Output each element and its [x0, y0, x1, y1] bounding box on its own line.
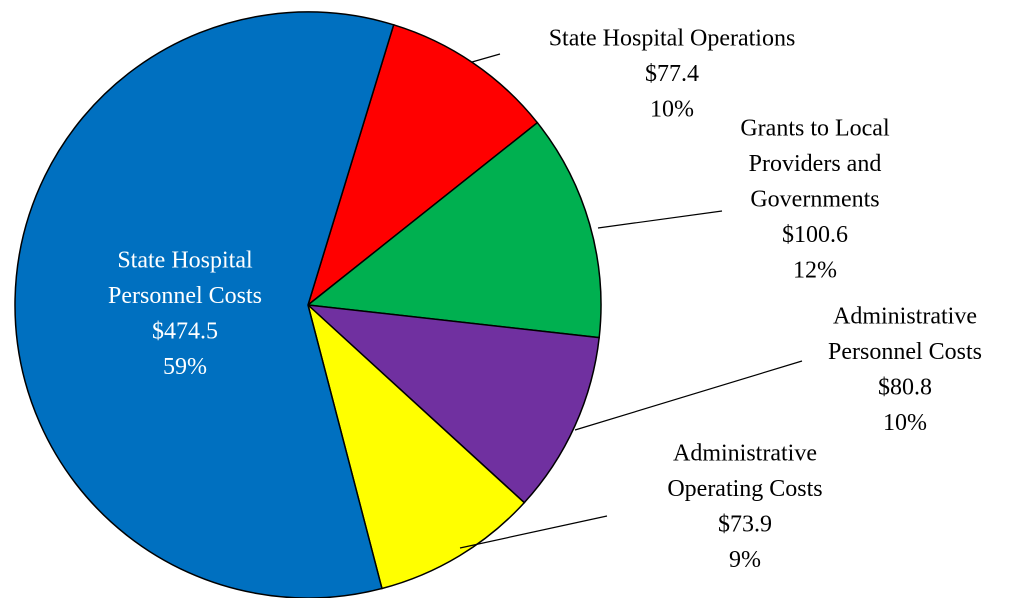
- pie-slice: [305, 303, 601, 504]
- label-name: Personnel Costs: [828, 339, 982, 365]
- pie-slice: [306, 121, 602, 339]
- label-name: State Hospital: [117, 248, 253, 274]
- leader-line: [459, 515, 608, 549]
- label-name: Providers and: [749, 151, 882, 177]
- value-label: $100.6: [782, 222, 848, 248]
- percent-label: 10%: [883, 410, 927, 436]
- slice-label: State Hospital Operations $77.4 10%: [549, 26, 796, 123]
- pie-slice: [306, 302, 526, 590]
- value-label: $474.5: [152, 319, 218, 345]
- label-name: State Hospital Operations: [549, 26, 796, 52]
- pie-slice: [14, 11, 395, 598]
- label-name: Grants to Local: [740, 116, 890, 142]
- value-label: $77.4: [645, 61, 699, 87]
- percent-label: 12%: [793, 258, 837, 284]
- label-name: Administrative: [833, 304, 977, 330]
- label-name: Personnel Costs: [108, 283, 262, 309]
- percent-label: 10%: [650, 97, 694, 123]
- label-name: Administrative: [673, 441, 817, 467]
- leader-line: [574, 360, 803, 431]
- label-name: Governments: [750, 187, 879, 213]
- slice-label: Administrative Operating Costs $73.9 9%: [667, 441, 822, 574]
- slice-label: Administrative Personnel Costs $80.8 10%: [828, 304, 982, 437]
- pie-slice: [306, 23, 539, 308]
- percent-label: 59%: [163, 354, 207, 380]
- value-label: $80.8: [878, 375, 932, 401]
- leader-line: [597, 210, 723, 229]
- slice-label: Grants to Local Providers and Governments $…: [740, 116, 890, 284]
- leader-line: [471, 53, 501, 63]
- slice-label: State Hospital Personnel Costs $474.5 59%: [108, 248, 262, 381]
- value-label: $73.9: [718, 512, 772, 538]
- label-name: Operating Costs: [667, 476, 822, 502]
- percent-label: 9%: [729, 547, 761, 573]
